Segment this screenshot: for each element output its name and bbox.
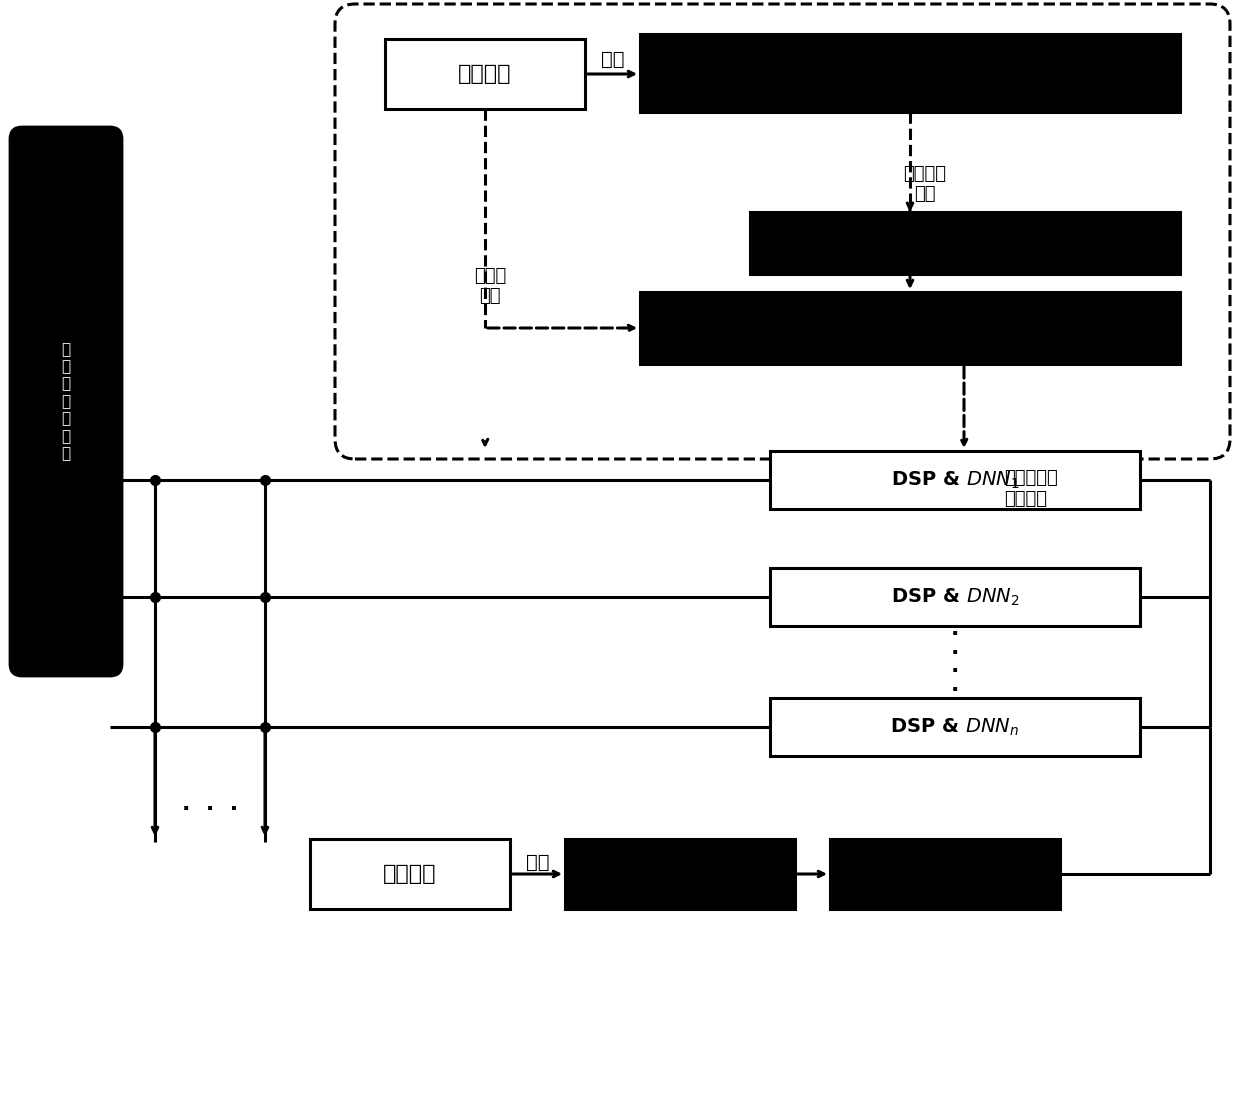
FancyBboxPatch shape (770, 698, 1140, 756)
FancyBboxPatch shape (830, 839, 1060, 909)
FancyBboxPatch shape (310, 839, 510, 909)
Text: 条件参数
改变: 条件参数 改变 (904, 165, 946, 204)
FancyBboxPatch shape (10, 127, 122, 676)
Text: ·
·
·
·: · · · · (951, 625, 960, 700)
FancyBboxPatch shape (750, 212, 1180, 274)
Text: 训练: 训练 (526, 852, 549, 871)
Text: 光
纤
链
路
发
射
机: 光 纤 链 路 发 射 机 (62, 342, 71, 461)
Text: DSP & $DNN_1$: DSP & $DNN_1$ (890, 469, 1019, 490)
Text: 当单信道条
件变化时: 当单信道条 件变化时 (1004, 469, 1058, 508)
FancyBboxPatch shape (770, 568, 1140, 626)
FancyBboxPatch shape (335, 4, 1230, 459)
Text: 训练: 训练 (600, 49, 624, 68)
FancyBboxPatch shape (770, 451, 1140, 509)
Text: DSP & $DNN_n$: DSP & $DNN_n$ (890, 716, 1019, 737)
FancyBboxPatch shape (640, 35, 1180, 113)
FancyBboxPatch shape (384, 39, 585, 109)
Text: DSP & $DNN_2$: DSP & $DNN_2$ (890, 586, 1019, 607)
FancyBboxPatch shape (565, 839, 795, 909)
Text: 少量新
数据: 少量新 数据 (474, 266, 506, 305)
Text: 特征提取: 特征提取 (383, 864, 436, 885)
Text: 特征提取: 特征提取 (459, 63, 512, 84)
Text: ·  ·  ·: · · · (182, 799, 238, 819)
FancyBboxPatch shape (640, 292, 1180, 364)
